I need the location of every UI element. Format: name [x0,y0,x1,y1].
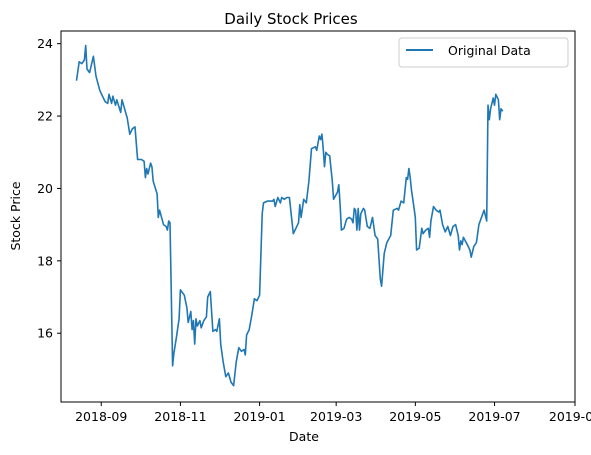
y-tick-label: 22 [37,109,53,124]
legend-label: Original Data [448,43,531,58]
x-tick-label: 2018-09 [75,409,127,424]
x-axis-ticks: 2018-09 2018-11 2019-01 2019-03 2019-05 2019-… [75,402,591,424]
y-axis-ticks: 16 18 20 22 24 [37,36,61,341]
legend-box [398,37,569,68]
chart-title: Daily Stock Prices [224,10,358,28]
x-tick-label: 2018-11 [154,409,206,424]
plot-area [60,30,576,403]
axes-frame [60,30,576,403]
y-tick-label: 16 [37,326,53,341]
legend: Original Data [398,37,569,68]
series-line [75,44,504,387]
series-layer [75,44,504,387]
x-tick-label: 2019-09 [549,409,591,424]
x-tick-label: 2019-05 [389,409,441,424]
x-tick-label: 2019-07 [468,409,520,424]
y-tick-label: 18 [37,253,53,268]
y-tick-label: 24 [37,36,53,51]
y-tick-label: 20 [37,181,53,196]
x-tick-label: 2019-03 [310,409,362,424]
y-axis-label: Stock Price [8,181,23,250]
x-axis-label: Date [289,429,319,444]
x-tick-label: 2019-01 [233,409,285,424]
